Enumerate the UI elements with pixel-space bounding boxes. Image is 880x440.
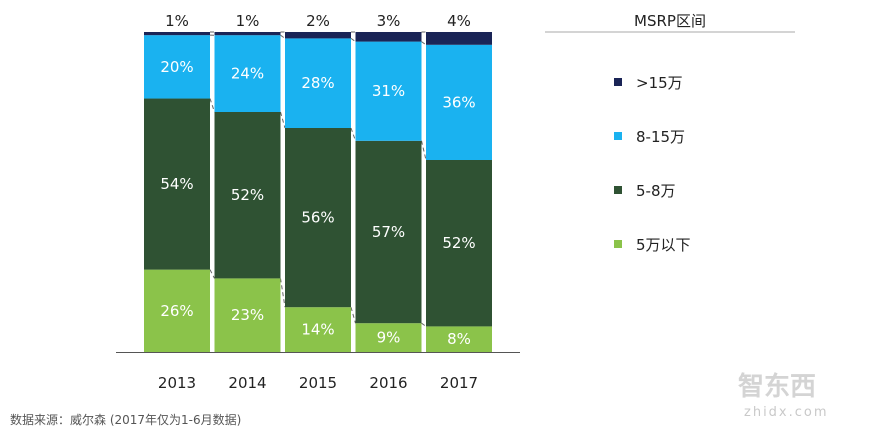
bar-label-2016-0: 9%	[377, 329, 401, 347]
bar-2016-seg-1	[355, 140, 422, 324]
bar-label-2014-1: 52%	[231, 186, 264, 204]
legend-label-2: 5-8万	[636, 182, 676, 200]
bar-label-2017-1: 52%	[442, 234, 475, 252]
connector-lines	[209, 31, 427, 327]
bars	[144, 32, 492, 352]
connector-2-1	[350, 127, 356, 141]
legend: >15万 8-15万 5-8万 5万以下	[614, 74, 691, 254]
watermark: 智东西 zhidx.com	[738, 371, 829, 420]
legend-swatch-1	[614, 132, 622, 140]
legend-swatch-3	[614, 240, 622, 248]
bar-2015-seg-1	[285, 128, 351, 308]
bar-2014-seg-0	[214, 278, 281, 352]
top-label-2014: 1%	[236, 12, 260, 30]
bar-label-2017-0: 8%	[447, 330, 471, 348]
bar-2015-seg-0	[285, 307, 351, 352]
bar-2017-seg-1	[426, 160, 492, 327]
legend-label-0: >15万	[636, 74, 683, 92]
legend-label-1: 8-15万	[636, 128, 685, 146]
x-tick-2014: 2014	[228, 374, 266, 392]
bar-label-2015-0: 14%	[301, 321, 334, 339]
top-label-2016: 3%	[377, 12, 401, 30]
bar-label-2017-2: 36%	[442, 93, 475, 111]
bar-2016-seg-0	[355, 323, 422, 352]
x-axis-ticks: 2013 2014 2015 2016 2017	[158, 374, 478, 392]
connector-0-1	[209, 98, 215, 113]
bar-2016-seg-2	[355, 41, 422, 141]
top-label-2013: 1%	[165, 12, 189, 30]
bar-label-2013-1: 54%	[160, 175, 193, 193]
top-label-2015: 2%	[306, 12, 330, 30]
bar-label-2014-2: 24%	[231, 65, 264, 83]
bar-2013-seg-0	[144, 269, 210, 352]
x-tick-2015: 2015	[299, 374, 337, 392]
x-tick-2016: 2016	[369, 374, 407, 392]
bar-labels: 26% 54% 20% 23% 52% 24% 14% 56% 28% 9% 57% 31% 8% 52%…	[160, 58, 475, 348]
bar-label-2013-2: 20%	[160, 58, 193, 76]
bar-label-2015-2: 28%	[301, 74, 334, 92]
bar-2015-seg-2	[285, 38, 351, 128]
bar-label-2014-0: 23%	[231, 306, 264, 324]
top-labels: 1% 1% 2% 3% 4%	[165, 12, 471, 30]
bar-2013-seg-3	[144, 32, 210, 36]
legend-title: MSRP区间	[634, 12, 706, 30]
bar-2013-seg-1	[144, 98, 210, 270]
legend-label-3: 5万以下	[636, 236, 691, 254]
connector-1-1	[280, 111, 286, 129]
watermark-url: zhidx.com	[744, 405, 829, 420]
x-tick-2017: 2017	[440, 374, 478, 392]
bar-2017-seg-0	[426, 326, 492, 352]
connector-0-0	[209, 269, 215, 279]
bar-2016-seg-3	[355, 32, 422, 42]
bar-label-2016-2: 31%	[372, 82, 405, 100]
bar-label-2016-1: 57%	[372, 223, 405, 241]
top-label-2017: 4%	[447, 12, 471, 30]
connector-2-2	[350, 37, 356, 43]
connector-1-0	[280, 278, 286, 308]
x-tick-2013: 2013	[158, 374, 196, 392]
bar-2017-seg-2	[426, 44, 492, 160]
bar-2017-seg-3	[426, 32, 492, 45]
watermark-logo: 智东西	[738, 371, 816, 402]
connector-3-2	[421, 41, 427, 46]
connector-1-2	[280, 34, 286, 39]
legend-swatch-2	[614, 186, 622, 194]
connector-3-0	[421, 322, 427, 327]
bar-label-2013-0: 26%	[160, 302, 193, 320]
bar-label-2015-1: 56%	[301, 209, 334, 227]
connector-3-1	[421, 140, 427, 161]
bar-2015-seg-3	[285, 32, 351, 39]
connector-2-0	[350, 307, 356, 324]
bar-2013-seg-2	[144, 35, 210, 99]
legend-swatch-0	[614, 78, 622, 86]
bar-2014-seg-1	[214, 112, 281, 279]
bar-2014-seg-2	[214, 35, 281, 113]
bar-2014-seg-3	[214, 32, 281, 36]
source-note: 数据来源：威尔森 (2017年仅为1-6月数据)	[10, 412, 241, 427]
